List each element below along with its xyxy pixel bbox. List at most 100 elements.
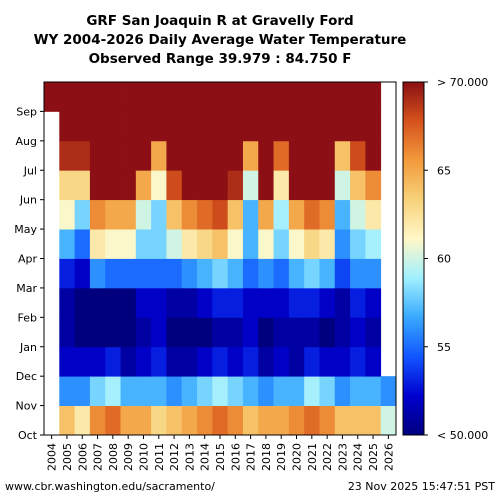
heatmap-cell: [120, 170, 137, 201]
heatmap-cell: [319, 405, 336, 436]
heatmap-cell: [197, 376, 213, 406]
x-tick-label: 2021: [306, 443, 319, 471]
heatmap-cell: [151, 170, 167, 201]
heatmap-cell: [166, 258, 183, 289]
heatmap-cell: [59, 346, 75, 377]
heatmap-cell: [135, 82, 152, 112]
heatmap-cell: [227, 170, 244, 201]
heatmap-cell: [120, 82, 137, 112]
heatmap-cell: [166, 317, 183, 348]
heatmap-cell: [258, 346, 274, 377]
heatmap-cell: [227, 376, 244, 406]
heatmap-cell: [105, 376, 121, 406]
heatmap-cell: [288, 376, 305, 406]
heatmap-cell: [273, 346, 290, 377]
heatmap-cell: [365, 111, 382, 142]
heatmap-cell: [350, 82, 366, 112]
x-tick-label: 2007: [92, 443, 105, 471]
heatmap-cell: [242, 229, 259, 259]
heatmap-cell: [319, 170, 336, 201]
heatmap-cell: [334, 140, 351, 171]
heatmap-cell: [166, 405, 183, 436]
heatmap-cell: [120, 199, 137, 230]
heatmap-cell: [120, 376, 137, 406]
heatmap-cell: [151, 258, 167, 289]
heatmap-cell: [350, 111, 366, 142]
colorbar-tick-label: 65: [437, 164, 451, 177]
heatmap-cell: [350, 376, 366, 406]
heatmap-cell: [258, 140, 274, 171]
y-tick-label: Nov: [16, 400, 38, 413]
heatmap-cell: [258, 199, 274, 230]
heatmap-cell: [212, 405, 229, 436]
heatmap-cell: [59, 170, 75, 201]
heatmap-cell: [135, 170, 152, 201]
heatmap-cell: [74, 376, 91, 406]
heatmap-cell: [74, 170, 91, 201]
heatmap-cell: [212, 229, 229, 259]
heatmap-cell: [365, 140, 382, 171]
heatmap-cell: [258, 287, 274, 318]
x-tick-label: 2026: [382, 443, 395, 471]
heatmap-cell: [288, 170, 305, 201]
heatmap-cell: [319, 140, 336, 171]
x-tick-label: 2009: [122, 443, 135, 471]
colorbar-tick-label: > 70.000: [437, 76, 488, 89]
heatmap-cell: [242, 170, 259, 201]
heatmap-cell: [273, 170, 290, 201]
heatmap-cell: [89, 317, 106, 348]
x-tick-label: 2018: [260, 443, 273, 471]
heatmap-cell: [89, 346, 106, 377]
heatmap-cell: [120, 287, 137, 318]
heatmap-cell: [197, 199, 213, 230]
heatmap-cell: [166, 170, 183, 201]
heatmap-cell: [89, 405, 106, 436]
y-tick-label: Mar: [16, 282, 37, 295]
heatmap-cell: [181, 376, 198, 406]
x-tick-label: 2015: [214, 443, 227, 471]
heatmap-cell: [74, 405, 91, 436]
heatmap-cell: [151, 317, 167, 348]
x-tick-label: 2022: [321, 443, 334, 471]
heatmap-cell: [197, 346, 213, 377]
heatmap-cell: [304, 229, 320, 259]
heatmap-cell: [89, 111, 106, 142]
heatmap-cell: [89, 258, 106, 289]
heatmap-cell: [105, 346, 121, 377]
heatmap-cell: [212, 376, 229, 406]
heatmap-cell: [273, 287, 290, 318]
heatmap-cell: [365, 82, 382, 112]
heatmap-cell: [135, 346, 152, 377]
heatmap-cell: [105, 405, 121, 436]
heatmap-cell: [89, 170, 106, 201]
heatmap-cell: [288, 405, 305, 436]
heatmap-cell: [135, 376, 152, 406]
y-tick-label: Apr: [18, 253, 38, 266]
heatmap-cell: [273, 199, 290, 230]
heatmap-cell: [365, 199, 382, 230]
heatmap-cell: [288, 346, 305, 377]
heatmap-cell: [319, 82, 336, 112]
heatmap-cell: [105, 258, 121, 289]
heatmap-cell: [288, 140, 305, 171]
heatmap-cell: [197, 140, 213, 171]
heatmap-cell: [74, 82, 91, 112]
heatmap-cell: [273, 376, 290, 406]
heatmap-cell: [304, 376, 320, 406]
heatmap-cell: [74, 111, 91, 142]
x-tick-label: 2024: [352, 443, 365, 471]
heatmap-cell: [151, 82, 167, 112]
heatmap-cell: [120, 317, 137, 348]
x-tick-label: 2025: [367, 443, 380, 471]
heatmap-cell: [74, 258, 91, 289]
heatmap-cell: [227, 140, 244, 171]
heatmap-cell: [334, 199, 351, 230]
heatmap-cell: [319, 317, 336, 348]
heatmap-cell: [120, 111, 137, 142]
heatmap-cell: [273, 229, 290, 259]
heatmap-cell: [181, 199, 198, 230]
heatmap-cell: [242, 287, 259, 318]
heatmap-cell: [304, 287, 320, 318]
heatmap-cell: [151, 229, 167, 259]
